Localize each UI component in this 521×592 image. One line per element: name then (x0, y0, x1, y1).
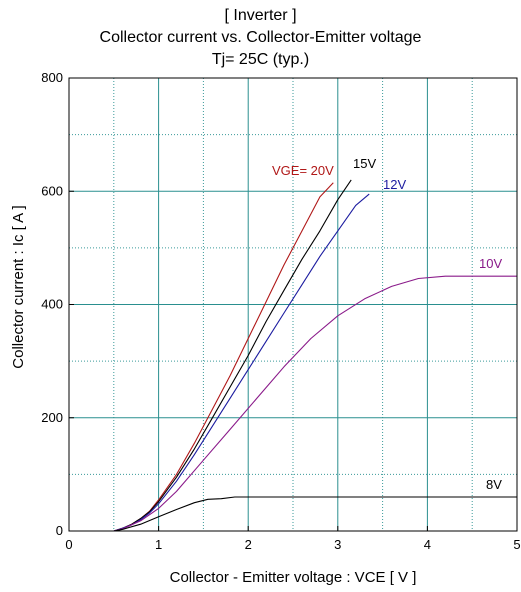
series-label: 15V (353, 156, 376, 171)
x-tick-label: 2 (245, 537, 252, 552)
series-label: VGE= 20V (272, 163, 334, 178)
x-tick-label: 4 (424, 537, 431, 552)
axis-tick-labels: 0 1 2 3 4 5 0 200 400 600 800 (41, 70, 520, 552)
series-labels: VGE= 20V 15V 12V 10V 8V (272, 156, 502, 492)
chart-title-line-3: Tj= 25C (typ.) (211, 51, 310, 68)
chart-title-line-1: [ Inverter ] (224, 7, 297, 24)
series-lines (69, 179, 517, 532)
series-label: 10V (479, 256, 502, 271)
x-axis-label: Collector - Emitter voltage : VCE [ V ] (170, 569, 417, 586)
y-tick-label: 0 (56, 523, 63, 538)
y-tick-label: 200 (41, 410, 63, 425)
series-label: 8V (486, 477, 502, 492)
y-tick-label: 600 (41, 183, 63, 198)
series-line (69, 496, 517, 532)
series-line (69, 275, 517, 532)
x-tick-label: 0 (65, 537, 72, 552)
series-line (69, 179, 352, 532)
y-axis-label: Collector current : Ic [ A ] (10, 205, 27, 368)
series-label: 12V (383, 177, 406, 192)
chart-title-line-2: Collector current vs. Collector-Emitter … (99, 29, 422, 46)
minor-gridlines (69, 78, 517, 531)
x-tick-label: 1 (155, 537, 162, 552)
axis-ticks (68, 77, 518, 532)
y-tick-label: 400 (41, 297, 63, 312)
major-gridlines (69, 78, 517, 531)
x-tick-label: 5 (513, 537, 520, 552)
y-tick-label: 800 (41, 70, 63, 85)
x-tick-label: 3 (334, 537, 341, 552)
